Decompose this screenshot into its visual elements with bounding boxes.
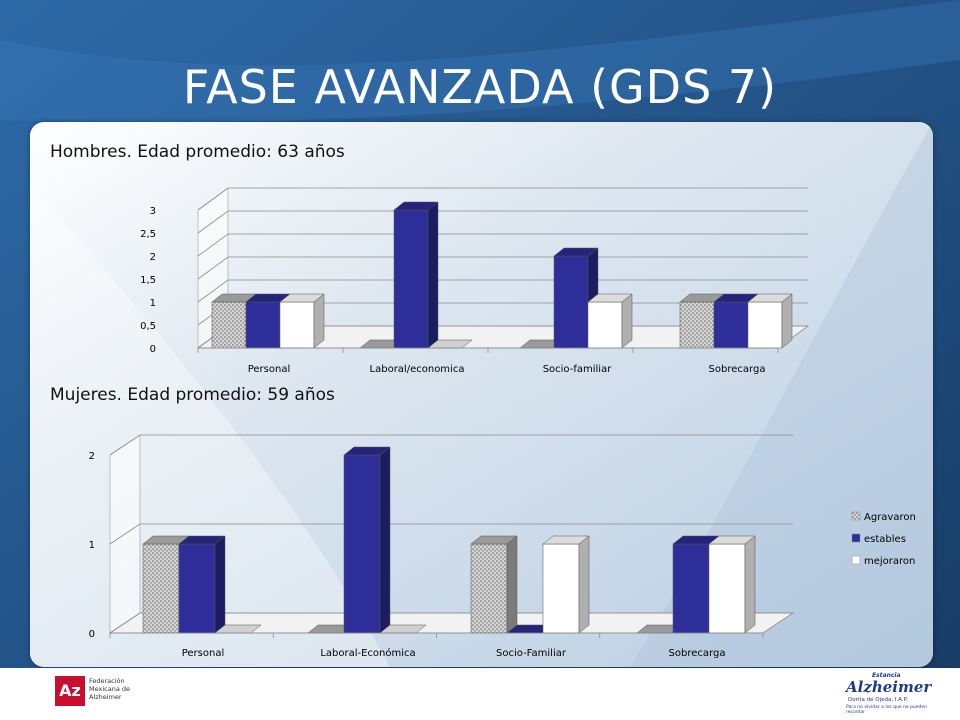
- chart2-bar-estables: [178, 543, 216, 634]
- chart2-bar-estables: [343, 454, 381, 634]
- chart1-bar-estables: [245, 301, 281, 349]
- chart1-bar-side-mejoraron: [313, 293, 325, 349]
- chart2-gridline: [109, 434, 793, 456]
- chart1-bar-estables: [393, 209, 429, 349]
- chart2-legend-swatch-estables: [851, 533, 861, 543]
- chart2-bar-agravaron: [470, 543, 508, 634]
- chart1-bar-side-mejoraron: [621, 293, 633, 349]
- chart1-bar-agravaron: [679, 301, 715, 349]
- chart1-bar-estables: [553, 255, 589, 349]
- chart1-bar-mejoraron: [587, 301, 623, 349]
- chart2-y-tick-label: 1: [89, 540, 95, 551]
- chart1-gridline: [197, 233, 808, 257]
- chart1-gridline: [197, 210, 808, 234]
- chart2-legend-swatch-agravaron: [851, 511, 861, 521]
- chart1-bar-mejoraron: [279, 301, 315, 349]
- chart2-bar-side-estables: [214, 535, 226, 634]
- estancia-alzheimer-logo: Estancia Alzheimer Dorita de Ojeda, I.A.…: [846, 672, 932, 715]
- chart2-bar-estables: [672, 543, 710, 634]
- chart1-category-label: Socio-familiar: [543, 364, 613, 375]
- chart2-category-label: Personal: [182, 648, 225, 659]
- chart1-category-label: Personal: [248, 364, 291, 375]
- chart2-legend-label-agravaron: Agravaron: [864, 512, 916, 523]
- chart1-gridline: [197, 187, 808, 211]
- chart1-gridline: [197, 279, 808, 303]
- chart2-legend-label-estables: estables: [864, 534, 906, 545]
- chart1-gridline: [197, 256, 808, 280]
- chart2-y-tick-label: 2: [89, 451, 95, 462]
- chart1-y-tick-label: 2: [150, 252, 156, 263]
- federacion-logo-text: Federación Mexicana de Alzheimer: [89, 677, 130, 701]
- chart1-bar-side-estables: [427, 201, 439, 349]
- chart1-bar-agravaron: [211, 301, 247, 349]
- chart2-gridline: [109, 523, 793, 545]
- az-logo-mark: Az: [55, 676, 85, 706]
- chart2-bar-side-estables: [379, 446, 391, 634]
- chart2-bar-side-mejoraron: [744, 535, 756, 634]
- chart1-y-tick-label: 1: [150, 298, 156, 309]
- chart2-bar-agravaron: [142, 543, 180, 634]
- chart1-bar-side-mejoraron: [781, 293, 793, 349]
- slide-title: FASE AVANZADA (GDS 7): [182, 60, 778, 114]
- chart2-category-label: Socio-Familiar: [496, 648, 567, 659]
- chart2-category-label: Sobrecarga: [669, 648, 726, 659]
- chart1-y-tick-label: 3: [150, 206, 156, 217]
- chart2-y-tick-label: 0: [89, 629, 95, 640]
- chart2-category-label: Laboral-Económica: [320, 647, 415, 659]
- chart1-y-tick-label: 0,5: [140, 321, 156, 332]
- chart2-legend-swatch-mejoraron: [851, 555, 861, 565]
- chart1-y-tick-label: 0: [150, 344, 156, 355]
- chart2-bar-mejoraron: [708, 543, 746, 634]
- chart1-category-label: Sobrecarga: [709, 364, 766, 375]
- chart1-category-label: Laboral/economica: [370, 364, 465, 375]
- chart1-y-tick-label: 1,5: [140, 275, 156, 286]
- chart1-title: Hombres. Edad promedio: 63 años: [50, 142, 345, 162]
- chart2-title: Mujeres. Edad promedio: 59 años: [50, 385, 335, 405]
- chart1-bar-mejoraron: [747, 301, 783, 349]
- chart1-y-tick-label: 2,5: [140, 229, 156, 240]
- chart2-bar-mejoraron: [542, 543, 580, 634]
- chart1-bar-estables: [713, 301, 749, 349]
- chart2-bar-side-agravaron: [506, 535, 518, 634]
- chart2-legend-label-mejoraron: mejoraron: [864, 556, 915, 567]
- federacion-logo: Az Federación Mexicana de Alzheimer: [55, 676, 155, 710]
- footer: Az Federación Mexicana de Alzheimer Esta…: [0, 668, 960, 720]
- chart2-bar-side-mejoraron: [578, 535, 590, 634]
